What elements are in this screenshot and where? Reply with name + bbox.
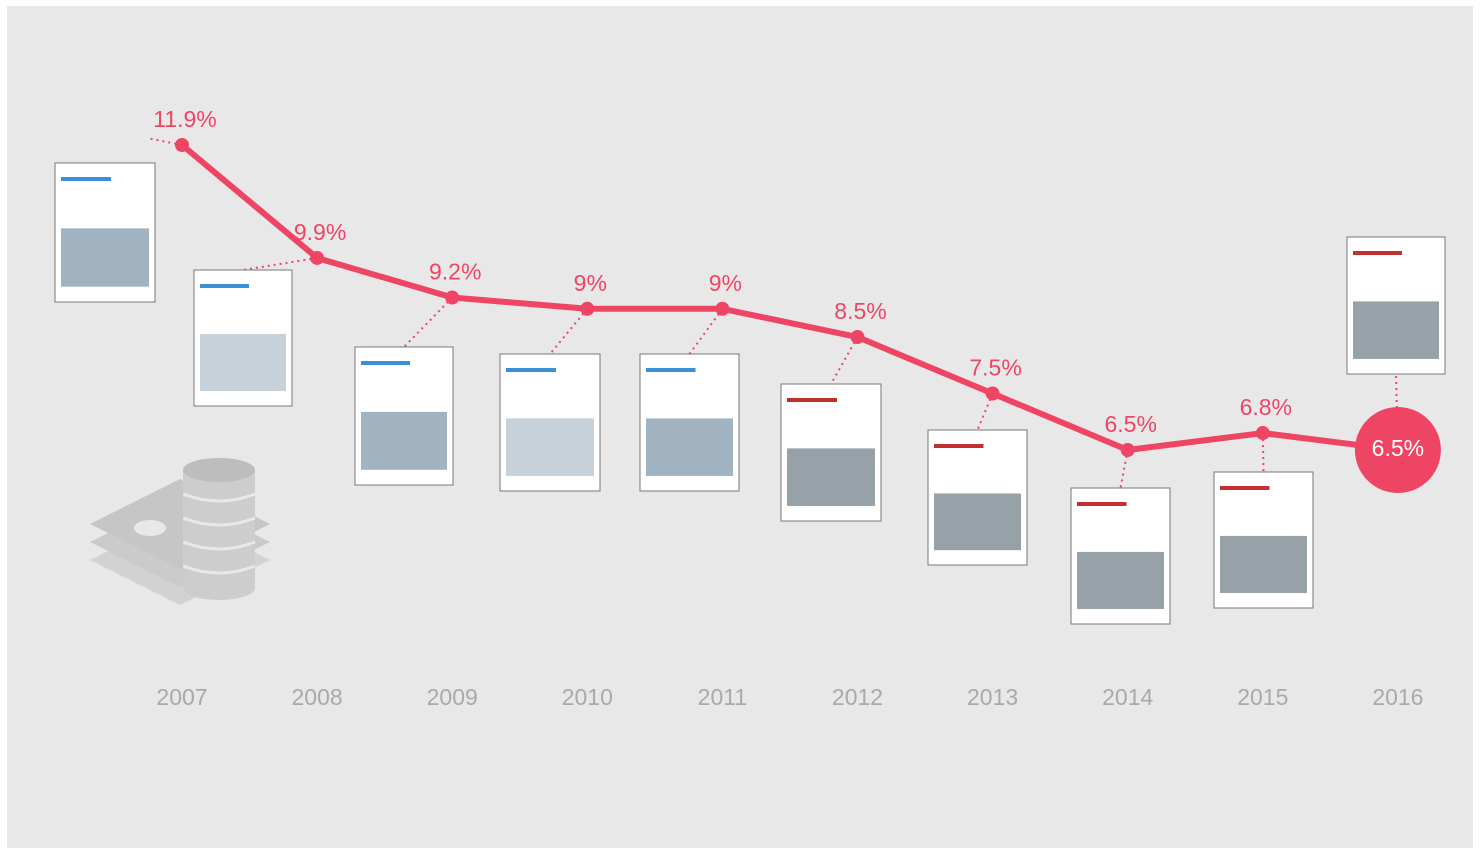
highlight-point <box>1354 407 1441 493</box>
value-label: 7.5% <box>969 355 1021 381</box>
cover-title <box>934 444 984 448</box>
x-tick-label: 2010 <box>562 684 613 710</box>
value-label: 9.9% <box>294 219 346 245</box>
cover-title <box>506 368 556 372</box>
x-tick-label: 2011 <box>698 684 747 710</box>
value-label: 6.8% <box>1240 394 1292 420</box>
value-label: 11.9% <box>153 106 217 132</box>
line <box>180 142 1399 453</box>
value-label: 6.5% <box>1372 435 1424 461</box>
x-tick-label: 2014 <box>1102 684 1153 710</box>
cover-photo <box>934 493 1021 551</box>
point <box>310 250 325 265</box>
cover-title <box>61 177 111 181</box>
cover-title <box>646 368 696 372</box>
cover-title <box>200 284 249 288</box>
x-tick-label: 2016 <box>1372 684 1423 710</box>
point <box>985 386 1000 401</box>
cover-photo <box>1077 551 1164 610</box>
cover-photo <box>361 411 447 470</box>
cover-photo <box>1220 535 1307 594</box>
coin-icon <box>90 458 270 605</box>
point <box>1120 443 1135 457</box>
value-label: 6.5% <box>1104 411 1156 437</box>
cover-title <box>361 361 410 365</box>
point <box>850 330 865 345</box>
value-label: 9.2% <box>429 259 481 285</box>
x-tick-label: 2012 <box>832 684 883 710</box>
connector <box>549 308 589 355</box>
cover-title <box>1220 486 1270 490</box>
cover-photo <box>506 418 594 476</box>
x-tick-label: 2007 <box>156 684 207 710</box>
background <box>7 6 1473 848</box>
point <box>1255 426 1270 441</box>
cover-photo <box>200 333 286 392</box>
report-covers <box>54 137 1446 625</box>
point <box>445 290 460 305</box>
cover-title <box>787 398 837 402</box>
cover-photo <box>61 228 149 287</box>
value-label: 9% <box>709 270 742 296</box>
value-label: 9% <box>574 270 607 296</box>
cover-photo <box>646 418 733 476</box>
point <box>580 301 595 316</box>
point <box>175 138 189 152</box>
x-tick-label: 2009 <box>427 684 478 710</box>
cover-photo <box>1353 301 1439 359</box>
cover-title <box>1077 502 1127 506</box>
x-tick-label: 2008 <box>292 684 343 710</box>
x-tick-label: 2015 <box>1237 684 1288 710</box>
cover-title <box>1353 251 1402 255</box>
connector <box>242 256 318 271</box>
point <box>715 301 730 316</box>
x-tick-label: 2013 <box>967 684 1018 710</box>
cover-photo <box>787 448 875 506</box>
value-label: 8.5% <box>834 298 886 324</box>
